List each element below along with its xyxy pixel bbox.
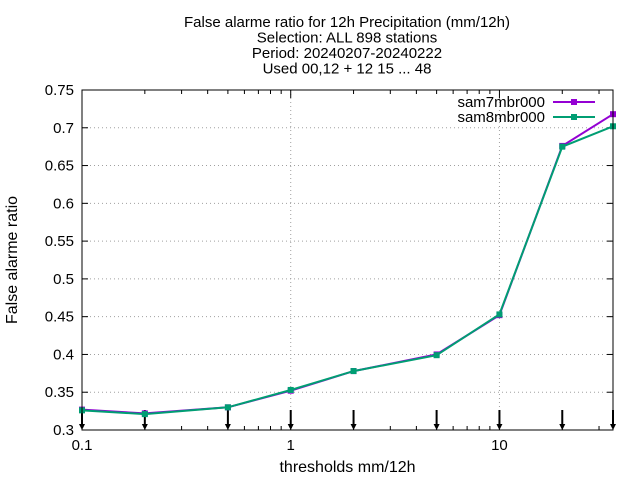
data-point	[224, 404, 231, 411]
y-tick-label: 0.7	[53, 120, 74, 137]
y-axis-label: False alarme ratio	[4, 196, 21, 324]
series-lines	[79, 111, 616, 418]
title-line: Period: 20240207-20240222	[252, 45, 442, 62]
series-line	[81, 125, 614, 416]
threshold-marker-arrow	[224, 424, 231, 430]
y-tick-label: 0.6	[53, 195, 74, 212]
threshold-marker-arrow	[496, 424, 503, 430]
legend-label: sam8mbr000	[457, 109, 545, 126]
chart-title: False alarme ratio for 12h Precipitation…	[184, 14, 510, 78]
data-point	[350, 368, 357, 375]
title-line: Selection: ALL 898 stations	[257, 30, 437, 47]
legend-marker	[571, 114, 577, 120]
y-tick-label: 0.35	[45, 384, 74, 401]
x-axis-ticks: 0.1 1 10	[72, 90, 600, 454]
x-tick-label: 1	[287, 437, 295, 454]
x-axis-label: thresholds mm/12h	[279, 459, 415, 476]
threshold-marker-arrow	[433, 424, 440, 430]
y-tick-label: 0.45	[45, 309, 74, 326]
data-point	[496, 311, 503, 318]
plot-frame	[81, 89, 614, 431]
threshold-marker-arrow	[559, 424, 566, 430]
y-tick-label: 0.3	[53, 422, 74, 439]
grid-lines	[82, 90, 613, 430]
data-point	[287, 386, 294, 393]
y-tick-label: 0.75	[45, 82, 74, 99]
data-point	[559, 143, 566, 150]
y-tick-label: 0.55	[45, 233, 74, 250]
y-axis-ticks: 0.3 0.35 0.4 0.45 0.5 0.55 0.6 0.65 0.7 0.75	[45, 82, 613, 439]
legend-label: sam7mbr000	[457, 94, 545, 111]
series-line	[81, 113, 614, 415]
title-line: Used 00,12 + 12 15 ... 48	[263, 61, 432, 78]
x-tick-label: 10	[491, 437, 508, 454]
y-tick-label: 0.4	[53, 346, 74, 363]
title-line: False alarme ratio for 12h Precipitation…	[184, 14, 510, 31]
threshold-marker-arrow	[287, 424, 294, 430]
threshold-marker-arrow	[350, 424, 357, 430]
threshold-marker-arrow	[141, 424, 148, 430]
y-tick-label: 0.65	[45, 158, 74, 175]
x-tick-label: 0.1	[72, 437, 93, 454]
legend-marker	[571, 99, 577, 105]
data-point	[141, 411, 148, 418]
y-tick-label: 0.5	[53, 271, 74, 288]
data-point	[433, 352, 440, 359]
